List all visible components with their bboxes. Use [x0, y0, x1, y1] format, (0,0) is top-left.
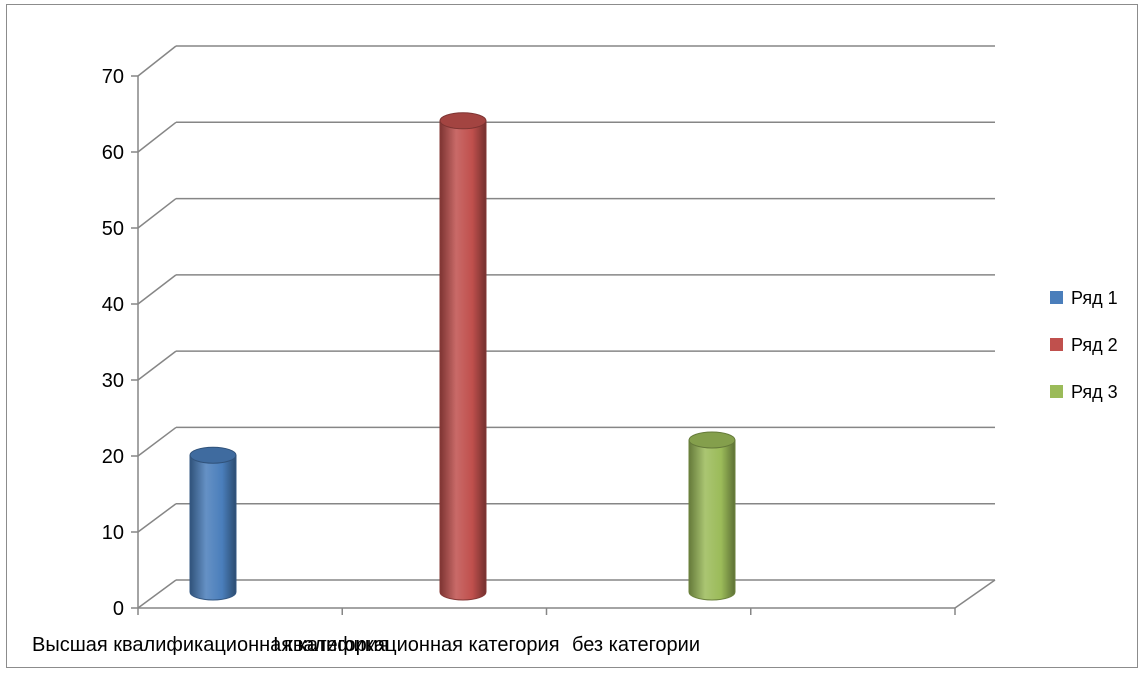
x-category-label-1: I квалификационная категория — [273, 634, 560, 656]
bar-body — [189, 454, 237, 601]
gridline-side-70 — [137, 45, 177, 77]
legend-label-0: Ряд 1 — [1071, 288, 1118, 308]
gridline-side-40 — [137, 274, 177, 305]
bar-top — [688, 431, 736, 449]
bar-top — [439, 112, 487, 130]
bar-body — [439, 120, 487, 601]
y-tick-label-0: 0 — [113, 598, 124, 620]
x-category-label-0: Высшая квалификационная категория — [32, 634, 389, 656]
floor-right-edge — [954, 579, 996, 609]
y-tick-label-20: 20 — [102, 446, 124, 468]
y-tick-label-50: 50 — [102, 218, 124, 240]
legend: Ряд 1 Ряд 2 Ряд 3 — [1050, 288, 1118, 402]
axes — [137, 76, 996, 615]
gridline-side-0 — [137, 579, 177, 609]
bar-Ряд-3-2 — [688, 431, 736, 601]
gridline-side-30 — [137, 350, 177, 381]
y-tick-label-70: 70 — [102, 66, 124, 88]
bar-Ряд-1-0 — [189, 446, 237, 601]
legend-label-2: Ряд 3 — [1071, 382, 1118, 402]
gridline-side-60 — [137, 121, 177, 153]
bar-body — [688, 439, 736, 601]
legend-label-1: Ряд 2 — [1071, 335, 1118, 355]
y-axis-ticks: 0 10 20 30 40 50 60 70 — [102, 66, 138, 620]
gridlines — [137, 45, 995, 609]
y-tick-label-10: 10 — [102, 522, 124, 544]
y-tick-label-60: 60 — [102, 142, 124, 164]
gridline-side-20 — [137, 426, 177, 457]
gridline-side-10 — [137, 503, 177, 533]
x-category-label-2: без категории — [572, 634, 700, 656]
legend-swatch-2 — [1050, 385, 1063, 398]
bar-top — [189, 446, 237, 464]
legend-swatch-0 — [1050, 291, 1063, 304]
legend-swatch-1 — [1050, 338, 1063, 351]
gridline-side-50 — [137, 197, 177, 229]
y-tick-label-30: 30 — [102, 370, 124, 392]
y-tick-label-40: 40 — [102, 294, 124, 316]
bar-Ряд-2-1 — [439, 112, 487, 601]
bars — [189, 112, 736, 601]
